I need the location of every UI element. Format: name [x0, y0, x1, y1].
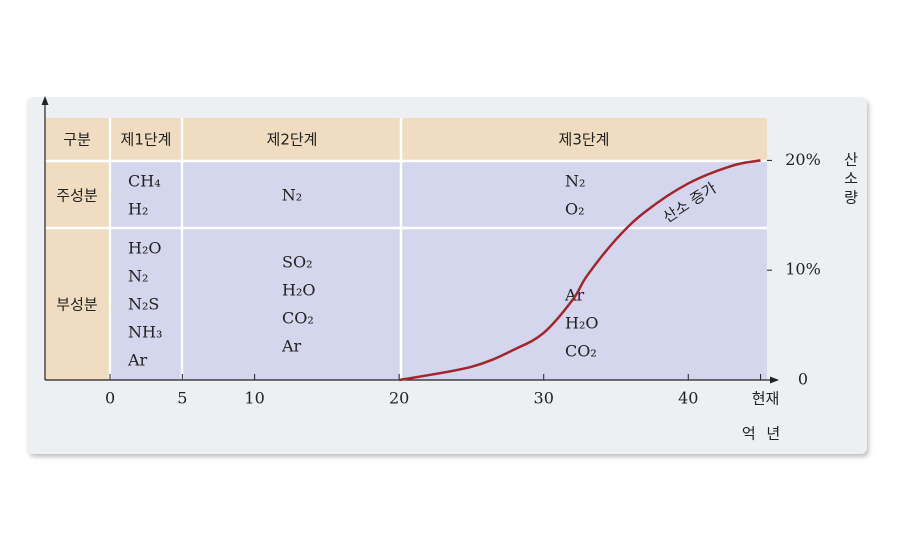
compound: H₂	[128, 200, 148, 219]
y-tick-label: 20%	[785, 150, 821, 169]
compound: NH₃	[128, 323, 162, 342]
compound: N₂S	[128, 295, 159, 314]
compound: N₂	[565, 172, 585, 191]
compound: CO₂	[282, 309, 314, 328]
x-tick-label: 5	[177, 389, 187, 408]
compound: N₂	[282, 186, 302, 205]
row-label: 주성분	[56, 187, 98, 205]
compound: Ar	[281, 337, 302, 356]
x-arrow	[770, 376, 779, 384]
compound: CH₄	[128, 172, 161, 191]
x-tick-label: 현재	[752, 390, 780, 408]
y-axis-label: 산소량	[842, 152, 860, 209]
body	[110, 161, 767, 380]
header-cell: 제1단계	[121, 131, 172, 149]
row-label: 부성분	[56, 296, 98, 314]
compound: H₂O	[128, 239, 161, 258]
header-cell: 제2단계	[267, 131, 318, 149]
x-tick-label: 30	[534, 389, 554, 408]
compound: H₂O	[282, 281, 315, 300]
header-row	[45, 118, 767, 161]
compound: N₂	[128, 267, 148, 286]
oxygen-curve	[398, 159, 761, 382]
compound: Ar	[127, 351, 148, 370]
x-tick-label: 40	[678, 389, 698, 408]
compound: SO₂	[282, 253, 313, 272]
x-tick-label: 0	[105, 389, 115, 408]
x-tick-label: 20	[389, 389, 409, 408]
compound: CO₂	[565, 342, 597, 361]
compound: Ar	[564, 286, 585, 305]
x-axis-label: 억 년	[742, 425, 780, 443]
compound: H₂O	[565, 314, 598, 333]
y-tick-label: 0	[798, 370, 808, 389]
header-cell: 제3단계	[559, 131, 610, 149]
compound: O₂	[565, 200, 585, 219]
header-cell: 구분	[63, 131, 91, 149]
y-tick-label: 10%	[785, 260, 821, 279]
y-arrow	[41, 96, 49, 105]
x-tick-label: 10	[244, 389, 264, 408]
label-column	[45, 161, 110, 380]
